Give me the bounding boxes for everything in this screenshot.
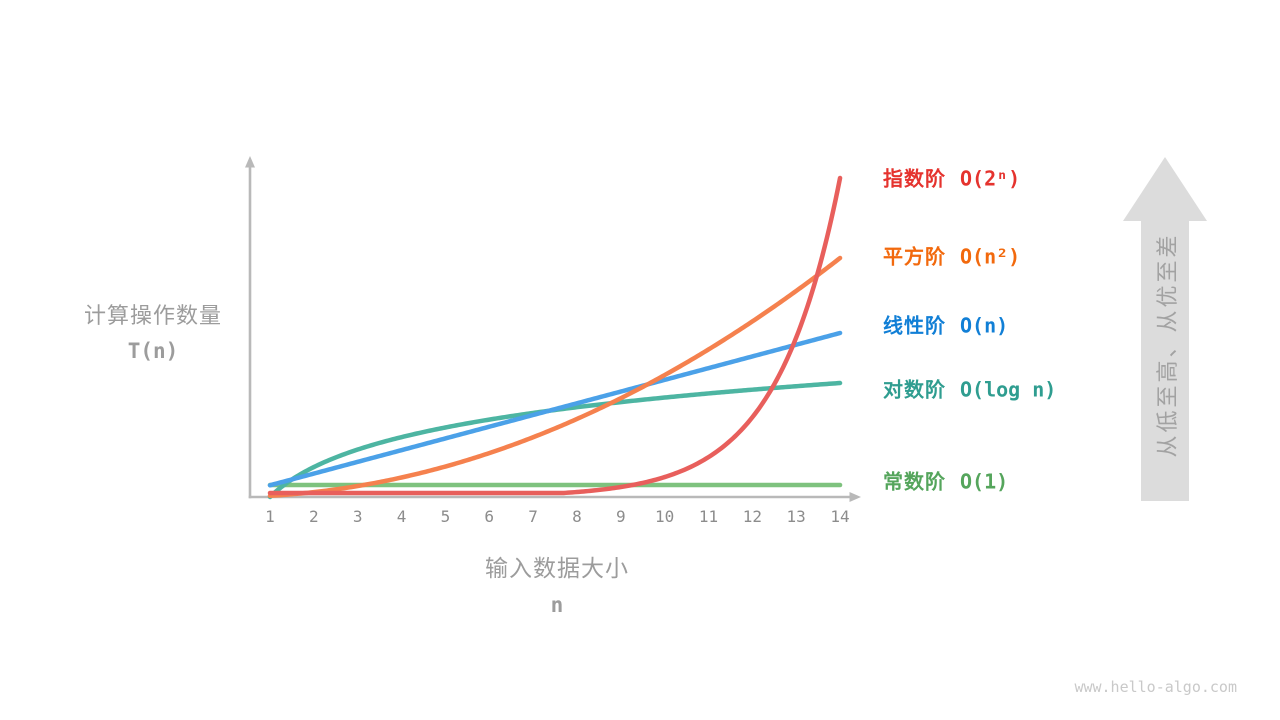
- legend-name-quadratic: 平方阶: [883, 246, 946, 269]
- x-tick-label-7: 7: [528, 507, 538, 526]
- legend-complexity-linear: O(n): [960, 313, 1009, 338]
- x-axis-label-text: 输入数据大小: [485, 555, 629, 581]
- legend-name-linear: 线性阶: [883, 315, 946, 338]
- legend-item-exponential: 指数阶 O(2ⁿ): [883, 163, 1020, 192]
- x-tick-label-10: 10: [655, 507, 675, 526]
- curve-logarithmic: [267, 380, 843, 500]
- legend-name-logarithmic: 对数阶: [883, 379, 946, 402]
- y-axis-label: 计算操作数量 T(n): [58, 298, 248, 363]
- legend-complexity-logarithmic: O(log n): [960, 377, 1057, 402]
- x-tick-label-13: 13: [786, 507, 806, 526]
- x-axis-label: 输入数据大小 n: [437, 549, 677, 617]
- watermark-url: www.hello-algo.com: [1074, 678, 1237, 696]
- legend-name-exponential: 指数阶: [883, 168, 946, 191]
- x-tick-label-14: 14: [830, 507, 850, 526]
- x-tick-label-3: 3: [352, 507, 363, 526]
- y-axis-arrowhead-icon: [245, 156, 255, 168]
- x-axis-label-symbol: n: [550, 593, 564, 617]
- curve-linear: [267, 330, 843, 488]
- legend-item-constant: 常数阶 O(1): [883, 466, 1008, 495]
- x-tick-label-11: 11: [698, 507, 719, 526]
- x-tick-label-4: 4: [396, 507, 407, 526]
- legend-name-constant: 常数阶: [883, 471, 946, 494]
- x-tick-label-5: 5: [440, 507, 451, 526]
- x-tick-label-9: 9: [615, 507, 626, 526]
- y-axis-label-symbol: T(n): [127, 339, 179, 363]
- curve-exponential: [267, 175, 843, 496]
- trend-arrow-up-icon: [1123, 157, 1207, 501]
- legend-item-logarithmic: 对数阶 O(log n): [883, 374, 1056, 403]
- legend-complexity-exponential: O(2ⁿ): [960, 166, 1021, 191]
- legend-complexity-constant: O(1): [960, 469, 1009, 494]
- x-tick-label-6: 6: [484, 507, 495, 526]
- curve-quadratic: [267, 255, 843, 499]
- y-axis-label-text: 计算操作数量: [83, 303, 222, 328]
- x-tick-label-1: 1: [265, 507, 275, 526]
- x-tick-label-8: 8: [572, 507, 582, 526]
- legend-item-quadratic: 平方阶 O(n²): [883, 241, 1020, 270]
- legend-complexity-quadratic: O(n²): [960, 244, 1021, 269]
- x-tick-label-2: 2: [309, 507, 319, 526]
- x-axis-arrowhead-icon: [849, 492, 861, 502]
- legend-item-linear: 线性阶 O(n): [883, 310, 1008, 339]
- x-tick-label-12: 12: [742, 507, 762, 526]
- arrow-annotation-text: 从低至高、从优至差: [1155, 232, 1180, 458]
